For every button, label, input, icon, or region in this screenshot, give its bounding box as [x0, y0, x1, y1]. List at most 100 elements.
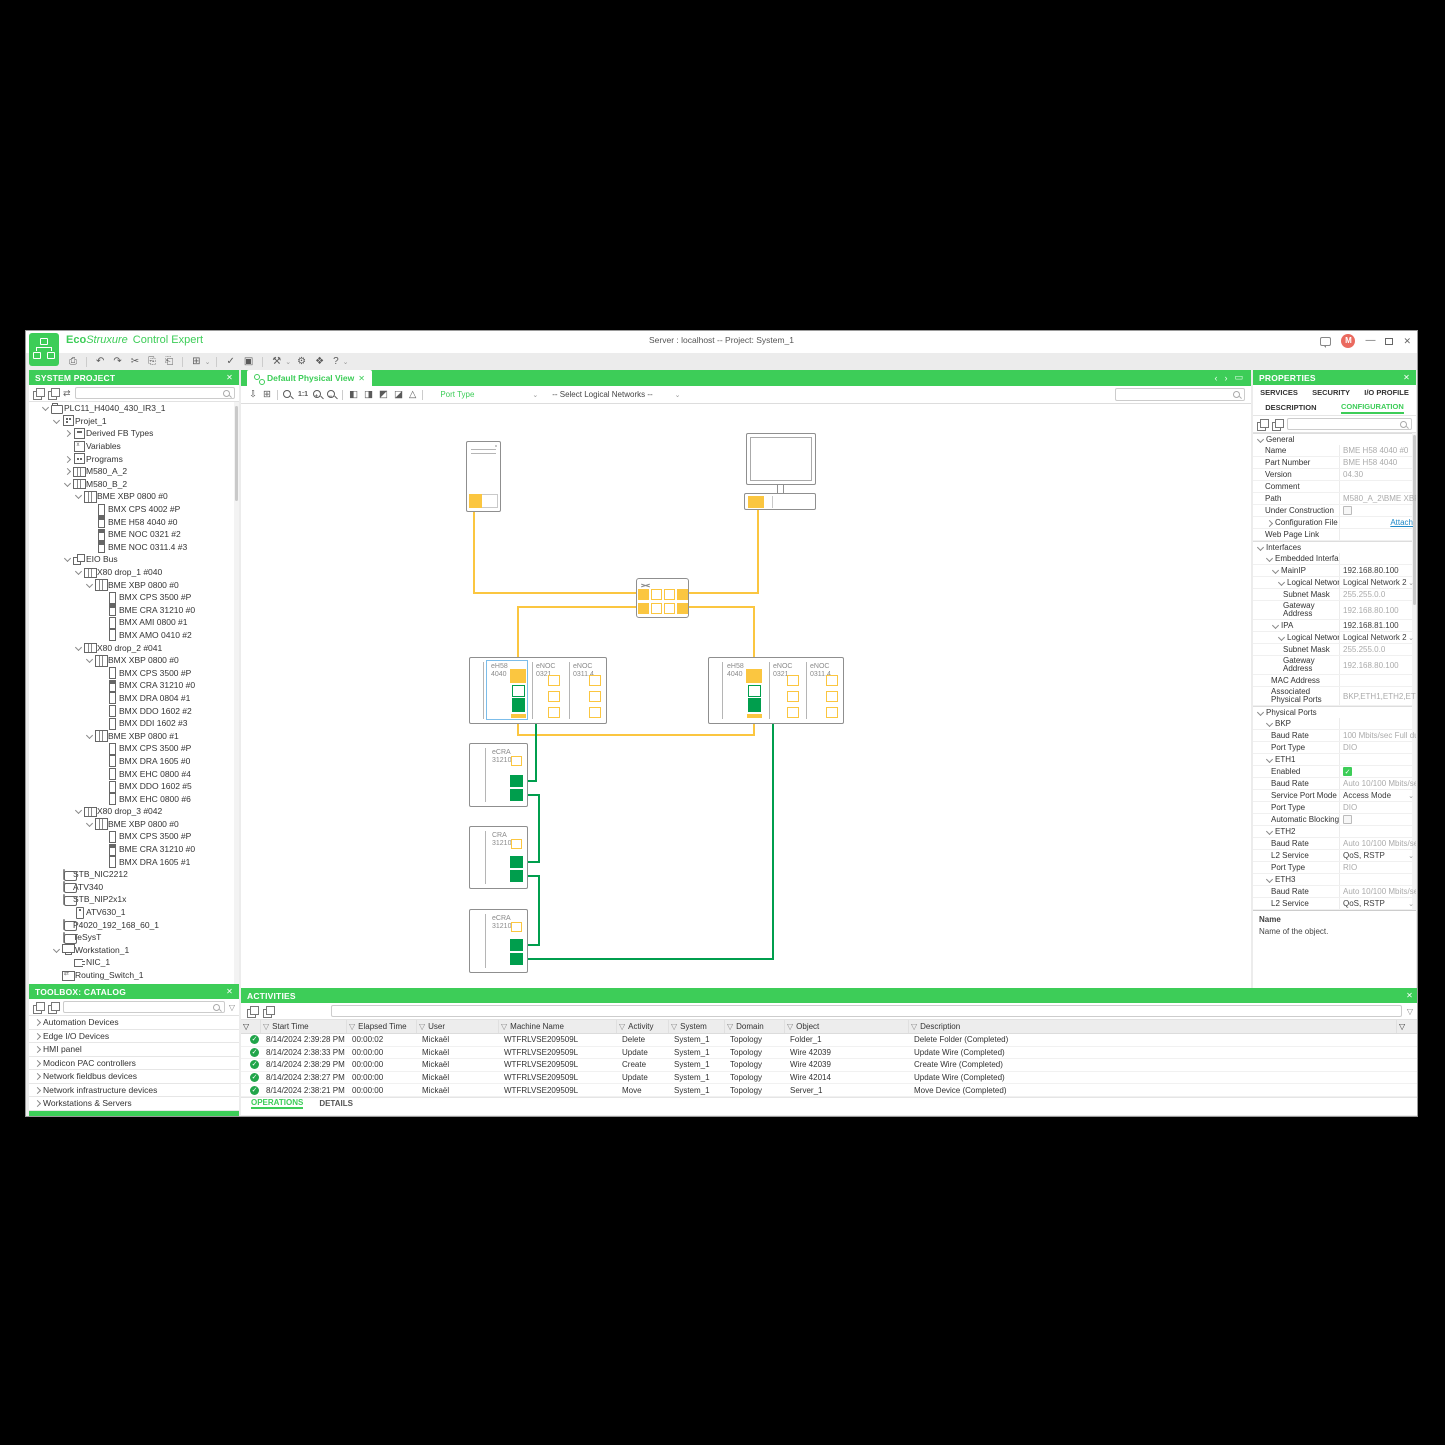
port[interactable] [512, 698, 525, 712]
port[interactable] [510, 870, 523, 882]
rio-wire[interactable] [538, 794, 540, 863]
dio-wire[interactable] [753, 606, 755, 670]
align-left-icon[interactable]: ◩ [379, 389, 389, 400]
tree-item[interactable]: BME CRA 31210 #0 [29, 604, 239, 617]
tree-item[interactable]: BMX CPS 3500 #P [29, 591, 239, 604]
close-icon[interactable]: ✕ [226, 373, 233, 382]
port[interactable] [512, 685, 525, 697]
tab-security[interactable]: SECURITY [1312, 388, 1351, 397]
port[interactable] [510, 953, 523, 965]
chevron-right-icon[interactable] [33, 1098, 43, 1108]
tree-item[interactable]: BME XBP 0800 #0 [29, 490, 239, 503]
column-header[interactable]: ▽ User [417, 1020, 499, 1033]
tab-details[interactable]: DETAILS [319, 1099, 353, 1109]
expand-all-icon[interactable] [247, 1005, 259, 1018]
port[interactable] [826, 707, 838, 718]
checkbox[interactable] [1343, 815, 1352, 824]
property-dropdown[interactable]: Access Mode ⌄ [1339, 790, 1416, 801]
property-dropdown[interactable]: Logical Network 2 ⌄ [1339, 632, 1416, 643]
copy-icon[interactable]: ⎘ [148, 356, 157, 367]
scroll-tabs-left-icon[interactable]: ‹ [1214, 372, 1218, 383]
tree-item[interactable]: NIC_1 [29, 956, 239, 969]
chevron-right-icon[interactable] [63, 428, 73, 438]
chevron-right-icon[interactable] [33, 1085, 43, 1095]
align-top-icon[interactable]: ◧ [349, 389, 359, 400]
tree-item[interactable]: BME NOC 0311.4 #3 [29, 541, 239, 554]
chevron-right-icon[interactable] [63, 466, 73, 476]
chevron-down-icon[interactable] [74, 643, 84, 653]
filter-icon[interactable]: ▽ [419, 1022, 426, 1031]
port-type-dropdown[interactable]: Port Type ⌄ [440, 390, 538, 399]
property-section[interactable]: Physical Ports [1253, 706, 1416, 718]
dio-wire[interactable] [517, 606, 519, 670]
window-layout-icon[interactable]: ⊞ ⌄ [189, 354, 210, 369]
filter-icon[interactable]: ▽ [671, 1022, 678, 1031]
port[interactable] [510, 789, 523, 801]
port[interactable] [677, 589, 688, 600]
column-header[interactable]: ▽ Machine Name [499, 1020, 617, 1033]
tree-item[interactable]: BMX AMI 0800 #1 [29, 616, 239, 629]
chevron-down-icon[interactable] [1271, 566, 1281, 576]
tree-item[interactable]: Workstation_1 [29, 944, 239, 957]
chevron-right-icon[interactable] [33, 1017, 43, 1027]
help-icon[interactable]: ? [333, 356, 339, 367]
chevron-down-icon[interactable] [1271, 621, 1281, 631]
canvas-search-input[interactable] [1116, 389, 1244, 400]
port[interactable] [826, 675, 838, 686]
filter-icon[interactable]: ▽ [263, 1022, 270, 1031]
chevron-down-icon[interactable] [85, 655, 95, 665]
port[interactable] [651, 589, 662, 600]
chevron-right-icon[interactable] [33, 1058, 43, 1068]
toolbox-category[interactable]: Network fieldbus devices [29, 1070, 239, 1084]
expand-all-icon[interactable] [33, 387, 45, 400]
server-device[interactable] [466, 441, 501, 512]
tree-item[interactable]: BMX DRA 1605 #1 [29, 855, 239, 869]
cut-icon[interactable]: ✂ [130, 356, 140, 367]
logical-networks-dropdown[interactable]: -- Select Logical Networks -- ⌄ [552, 390, 680, 399]
port[interactable] [589, 707, 601, 718]
user-avatar[interactable]: M [1341, 334, 1356, 348]
tree-item[interactable]: EIO Bus [29, 553, 239, 566]
toolbox-category[interactable]: HMI panel [29, 1043, 239, 1057]
tree-item[interactable]: BMX DDO 1602 #5 [29, 780, 239, 793]
port[interactable] [511, 839, 522, 849]
close-icon[interactable]: ✕ [226, 987, 233, 996]
dio-wire[interactable] [757, 510, 759, 594]
close-icon[interactable]: ✕ [1406, 991, 1413, 1000]
chevron-down-icon[interactable] [1265, 719, 1275, 729]
collapse-all-icon[interactable] [1272, 418, 1284, 431]
toolbox-category[interactable]: Network infrastructure devices [29, 1084, 239, 1097]
tree-item[interactable]: BMX CPS 3500 #P [29, 742, 239, 755]
column-header[interactable]: ▽ System [669, 1020, 725, 1033]
chevron-down-icon[interactable] [1277, 578, 1287, 588]
port[interactable] [589, 675, 601, 686]
tree-scrollbar[interactable] [234, 402, 239, 984]
tree-item[interactable]: BME H58 4040 #0 [29, 515, 239, 529]
column-header[interactable]: ▽ Start Time [261, 1020, 347, 1033]
port[interactable] [511, 922, 522, 932]
align-right-icon[interactable]: ◪ [394, 389, 403, 400]
port[interactable] [510, 669, 526, 683]
workstation-device[interactable] [746, 433, 816, 485]
tree-item[interactable]: BMX DRA 0804 #1 [29, 692, 239, 705]
toolbox-category[interactable]: Automation Devices [29, 1016, 239, 1030]
property-dropdown[interactable]: Logical Network 2 ⌄ [1339, 577, 1416, 588]
filter-icon[interactable]: ▽ [727, 1022, 734, 1031]
tree-item[interactable]: BMX CRA 31210 #0 [29, 679, 239, 692]
chevron-down-icon[interactable] [1265, 827, 1275, 837]
chevron-right-icon[interactable] [33, 1044, 43, 1054]
filter-icon[interactable]: ▽ [228, 1002, 235, 1012]
tree-item[interactable]: BMX EHC 0800 #6 [29, 792, 239, 806]
tree-item[interactable]: X80 drop_2 #041 [29, 641, 239, 654]
dio-wire[interactable] [753, 718, 755, 735]
tree-item[interactable]: STB_NIP2x1x [29, 893, 239, 906]
port[interactable] [548, 707, 560, 718]
port[interactable] [511, 714, 526, 718]
tree-item[interactable]: PLC11_H4040_430_IR3_1 [29, 402, 239, 415]
close-button[interactable]: ✕ [1403, 335, 1411, 346]
port[interactable] [510, 856, 523, 868]
dio-wire[interactable] [517, 718, 519, 735]
redo-icon[interactable]: ↷ [113, 356, 122, 367]
maximize-view-icon[interactable]: ❖ [315, 356, 325, 367]
checkbox[interactable] [1343, 506, 1352, 515]
